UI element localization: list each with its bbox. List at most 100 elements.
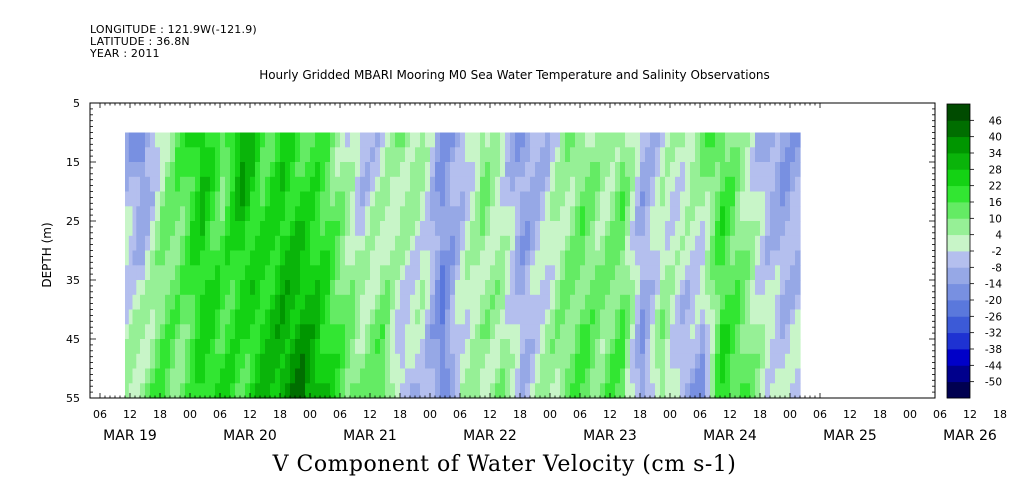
heatmap-cell: [430, 309, 436, 325]
heatmap-cell: [500, 250, 506, 266]
heatmap-cell: [400, 339, 406, 355]
heatmap-cell: [750, 162, 756, 178]
heatmap-cell: [515, 147, 521, 163]
heatmap-cell: [390, 132, 396, 148]
heatmap-cell: [215, 162, 221, 178]
heatmap-cell: [630, 383, 636, 399]
heatmap-cell: [235, 191, 241, 207]
heatmap-cell: [660, 206, 666, 222]
heatmap-cell: [245, 309, 251, 325]
heatmap-cell: [595, 339, 601, 355]
heatmap-cell: [655, 309, 661, 325]
heatmap-cell: [655, 147, 661, 163]
heatmap-cell: [715, 132, 721, 148]
heatmap-cell: [560, 383, 566, 399]
heatmap-cell: [630, 368, 636, 384]
heatmap-cell: [325, 250, 331, 266]
heatmap-cell: [620, 383, 626, 399]
heatmap-cell: [680, 162, 686, 178]
heatmap-cell: [600, 162, 606, 178]
heatmap-cell: [750, 280, 756, 296]
heatmap-cell: [625, 235, 631, 252]
heatmap-cell: [370, 324, 376, 340]
heatmap-cell: [136, 294, 141, 311]
heatmap-cell: [520, 162, 526, 178]
heatmap-cell: [700, 265, 706, 281]
heatmap-cell: [695, 250, 701, 266]
heatmap-cell: [700, 206, 706, 222]
heatmap-cell: [205, 294, 211, 311]
heatmap-cell: [190, 353, 196, 370]
heatmap-cell: [435, 176, 441, 193]
heatmap-cell: [540, 353, 546, 370]
colorbar-label: 40: [989, 132, 1002, 144]
heatmap-cell: [410, 176, 416, 193]
x-tick-label: 18: [513, 408, 527, 421]
heatmap-cell: [530, 162, 536, 178]
heatmap-cell: [760, 176, 766, 193]
heatmap-cell: [230, 368, 236, 384]
heatmap-cell: [165, 162, 171, 178]
heatmap-cell: [355, 324, 361, 340]
heatmap-cell: [360, 235, 366, 252]
heatmap-cell: [270, 176, 276, 193]
heatmap-cell: [290, 176, 296, 193]
heatmap-cell: [430, 132, 436, 148]
heatmap-cell: [755, 162, 761, 178]
heatmap-cell: [128, 176, 134, 193]
heatmap-cell: [200, 368, 206, 384]
heatmap-cell: [355, 147, 361, 163]
heatmap-cell: [310, 132, 316, 148]
heatmap-cell: [715, 162, 721, 178]
heatmap-cell: [160, 176, 166, 193]
heatmap-cell: [535, 294, 541, 311]
heatmap-cell: [365, 147, 371, 163]
heatmap-cell: [215, 265, 221, 281]
heatmap-cell: [690, 176, 696, 193]
heatmap-cell: [455, 162, 461, 178]
heatmap-cell: [335, 265, 341, 281]
heatmap-cell: [770, 265, 776, 281]
heatmap-cell: [340, 309, 346, 325]
heatmap-cell: [150, 176, 156, 193]
heatmap-cell: [420, 294, 426, 311]
heatmap-cell: [600, 339, 606, 355]
heatmap-cell: [570, 309, 576, 325]
heatmap-cell: [290, 147, 296, 163]
heatmap-cell: [760, 280, 766, 296]
heatmap-cell: [380, 191, 386, 207]
heatmap-cell: [380, 294, 386, 311]
heatmap-cell: [565, 206, 571, 222]
heatmap-cell: [565, 250, 571, 266]
heatmap-cell: [505, 221, 511, 237]
heatmap-cell: [525, 191, 531, 207]
heatmap-cell: [690, 294, 696, 311]
heatmap-cell: [310, 294, 316, 311]
heatmap-cell: [180, 250, 186, 266]
heatmap-cell: [435, 324, 441, 340]
heatmap-cell: [580, 324, 586, 340]
heatmap-cell: [345, 265, 351, 281]
heatmap-cell: [660, 132, 666, 148]
heatmap-cell: [230, 339, 236, 355]
heatmap-cell: [775, 294, 781, 311]
heatmap-cell: [660, 339, 666, 355]
heatmap-cell: [705, 309, 711, 325]
heatmap-cell: [450, 309, 456, 325]
heatmap-cell: [295, 368, 301, 384]
heatmap-cell: [650, 265, 656, 281]
heatmap-cell: [535, 280, 541, 296]
heatmap-cell: [620, 162, 626, 178]
heatmap-cell: [150, 147, 156, 163]
heatmap-cell: [460, 368, 466, 384]
heatmap-cell: [635, 339, 641, 355]
heatmap-cell: [340, 294, 346, 311]
heatmap-cell: [165, 191, 171, 207]
heatmap-cell: [685, 265, 691, 281]
heatmap-cell: [610, 221, 616, 237]
heatmap-cell: [170, 280, 176, 296]
heatmap-cell: [710, 235, 716, 252]
heatmap-cell: [410, 294, 416, 311]
heatmap-cell: [590, 294, 596, 311]
heatmap-cell: [785, 368, 791, 384]
